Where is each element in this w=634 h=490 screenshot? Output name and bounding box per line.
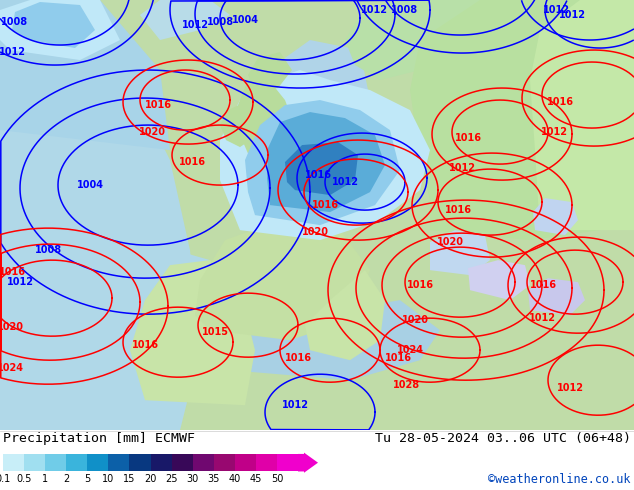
Bar	[45, 454, 66, 471]
Text: 50: 50	[271, 473, 283, 484]
Bar	[108, 454, 129, 471]
Text: 1016: 1016	[384, 353, 411, 363]
Text: 1024: 1024	[396, 345, 424, 355]
Text: 1016: 1016	[0, 267, 25, 277]
Polygon shape	[150, 250, 230, 340]
Text: Precipitation [mm] ECMWF: Precipitation [mm] ECMWF	[3, 432, 195, 445]
Text: 1012: 1012	[448, 163, 476, 173]
Polygon shape	[130, 260, 255, 405]
Polygon shape	[0, 0, 120, 60]
Text: 40: 40	[229, 473, 241, 484]
Polygon shape	[267, 112, 385, 212]
Text: 1012: 1012	[559, 10, 586, 20]
Bar	[214, 454, 235, 471]
Polygon shape	[12, 2, 95, 48]
Text: 1012: 1012	[0, 47, 25, 57]
Bar	[66, 454, 87, 471]
Text: 1012: 1012	[361, 5, 387, 15]
Polygon shape	[420, 0, 550, 70]
Bar	[24, 454, 45, 471]
Text: 15: 15	[123, 473, 136, 484]
Text: 1016: 1016	[285, 353, 311, 363]
Text: 1016: 1016	[444, 205, 472, 215]
Text: 1020: 1020	[436, 237, 463, 247]
Text: 1016: 1016	[547, 97, 574, 107]
Polygon shape	[528, 278, 585, 315]
Text: 1012: 1012	[6, 277, 34, 287]
Text: 1016: 1016	[179, 157, 205, 167]
Text: 5: 5	[84, 473, 91, 484]
Text: 1008: 1008	[207, 17, 233, 27]
Bar	[277, 454, 298, 471]
Text: 1016: 1016	[455, 133, 481, 143]
Text: 1004: 1004	[231, 15, 259, 25]
Text: 1020: 1020	[138, 127, 165, 137]
Polygon shape	[238, 75, 298, 185]
Text: 1020: 1020	[401, 315, 429, 325]
Text: 1012: 1012	[557, 383, 583, 393]
Text: 0.5: 0.5	[16, 473, 32, 484]
Text: 1004: 1004	[77, 180, 103, 190]
Polygon shape	[140, 0, 230, 40]
Polygon shape	[305, 270, 385, 360]
Text: 1012: 1012	[543, 5, 569, 15]
Polygon shape	[530, 0, 634, 230]
Text: 1016: 1016	[311, 200, 339, 210]
Bar	[193, 454, 214, 471]
Text: 1012: 1012	[529, 313, 555, 323]
Bar	[256, 454, 277, 471]
Polygon shape	[230, 300, 440, 380]
Polygon shape	[533, 198, 578, 235]
Bar	[150, 454, 172, 471]
Text: 1008: 1008	[34, 245, 61, 255]
Text: 1: 1	[42, 473, 48, 484]
Text: 1016: 1016	[529, 280, 557, 290]
Bar	[129, 454, 150, 471]
Text: 1012: 1012	[281, 400, 309, 410]
Text: 1016: 1016	[406, 280, 434, 290]
Text: 1008: 1008	[391, 5, 418, 15]
Text: 30: 30	[186, 473, 199, 484]
Polygon shape	[468, 260, 530, 300]
Polygon shape	[245, 100, 400, 225]
Text: 25: 25	[165, 473, 178, 484]
Polygon shape	[0, 0, 200, 430]
Polygon shape	[0, 0, 634, 430]
Polygon shape	[345, 0, 480, 80]
Text: 1012: 1012	[332, 177, 358, 187]
FancyArrow shape	[298, 453, 318, 473]
Text: 1012: 1012	[541, 127, 567, 137]
Text: 2: 2	[63, 473, 69, 484]
Polygon shape	[410, 0, 634, 240]
Polygon shape	[248, 52, 292, 90]
Text: 20: 20	[145, 473, 157, 484]
Bar	[87, 454, 108, 471]
Polygon shape	[195, 220, 370, 340]
Text: 1008: 1008	[1, 17, 29, 27]
Text: 1020: 1020	[0, 322, 23, 332]
Text: 0.1: 0.1	[0, 473, 11, 484]
Text: 1015: 1015	[202, 327, 228, 337]
Polygon shape	[285, 142, 358, 195]
Text: ©weatheronline.co.uk: ©weatheronline.co.uk	[489, 473, 631, 486]
Text: 45: 45	[250, 473, 262, 484]
Polygon shape	[430, 230, 490, 275]
Bar	[3, 454, 24, 471]
Text: 35: 35	[207, 473, 220, 484]
Text: 1020: 1020	[302, 227, 328, 237]
Polygon shape	[0, 0, 170, 150]
Bar	[172, 454, 193, 471]
Polygon shape	[220, 102, 258, 147]
Text: 1016: 1016	[145, 100, 172, 110]
Text: 1024: 1024	[0, 363, 23, 373]
Polygon shape	[270, 40, 370, 130]
Text: 1012: 1012	[181, 20, 209, 30]
Text: 1016: 1016	[131, 340, 158, 350]
Text: 1028: 1028	[392, 380, 420, 390]
Text: 1016: 1016	[304, 170, 332, 180]
Text: 10: 10	[102, 473, 115, 484]
Text: Tu 28-05-2024 03..06 UTC (06+48): Tu 28-05-2024 03..06 UTC (06+48)	[375, 432, 631, 445]
Polygon shape	[220, 70, 430, 240]
Bar	[235, 454, 256, 471]
